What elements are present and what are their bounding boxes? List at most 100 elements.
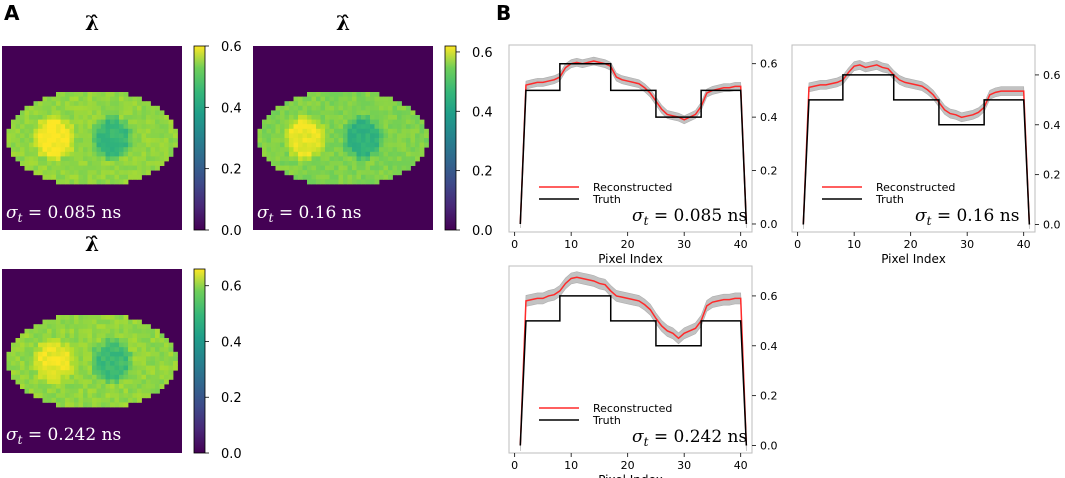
heatmap-cell bbox=[338, 151, 344, 157]
heatmap-cell bbox=[302, 124, 308, 130]
heatmap-cell bbox=[419, 119, 425, 125]
heatmap-cell bbox=[141, 165, 147, 171]
heatmap-cell bbox=[383, 156, 389, 162]
heatmap-cell bbox=[298, 133, 303, 139]
heatmap-cell bbox=[320, 115, 326, 120]
heatmap-cell bbox=[101, 165, 106, 171]
heatmap-cell bbox=[114, 115, 120, 120]
heatmap-cell bbox=[164, 342, 169, 348]
heatmap-cell bbox=[275, 128, 281, 134]
heatmap-cell bbox=[146, 351, 151, 357]
heatmap-cell bbox=[289, 147, 294, 153]
heatmap-cell bbox=[150, 374, 156, 380]
heatmap-cell bbox=[280, 138, 285, 143]
heatmap-cell bbox=[280, 128, 285, 134]
heatmap-cell bbox=[406, 119, 411, 125]
heatmap-cell bbox=[20, 119, 25, 125]
heatmap-cell bbox=[74, 347, 79, 353]
heatmap-cell bbox=[280, 124, 285, 130]
heatmap-cell bbox=[123, 402, 129, 408]
heatmap-cell bbox=[128, 361, 133, 366]
heatmap-cell bbox=[388, 110, 393, 116]
heatmap-cell bbox=[101, 161, 106, 166]
heatmap-cell bbox=[266, 124, 272, 130]
heatmap-cell bbox=[370, 133, 375, 139]
heatmap-cell bbox=[78, 384, 84, 389]
heatmap-cell bbox=[56, 119, 61, 125]
heatmap-cell bbox=[114, 384, 120, 389]
heatmap-cell bbox=[311, 124, 317, 130]
heatmap-cell bbox=[338, 179, 344, 185]
heatmap-cell bbox=[361, 170, 366, 176]
sigma-annotation: σt = 0.242 ns bbox=[632, 427, 747, 449]
heatmap-cell bbox=[289, 151, 294, 157]
heatmap-cell bbox=[347, 101, 353, 107]
heatmap-cell bbox=[29, 365, 34, 371]
heatmap-cell bbox=[74, 119, 79, 125]
heatmap-cell bbox=[137, 333, 142, 339]
heatmap-cell bbox=[15, 342, 21, 348]
heatmap-cell bbox=[87, 119, 93, 125]
heatmap-cell bbox=[92, 388, 97, 394]
heatmap-cell bbox=[159, 384, 165, 389]
heatmap-cell bbox=[123, 342, 129, 348]
heatmap-cell bbox=[38, 361, 43, 366]
heatmap-cell bbox=[69, 361, 75, 366]
heatmap-cell bbox=[307, 170, 312, 176]
heatmap-cell bbox=[110, 351, 115, 357]
heatmap-cell bbox=[92, 397, 97, 403]
heatmap-cell bbox=[83, 151, 88, 157]
heatmap-cell bbox=[83, 174, 88, 180]
heatmap-cell bbox=[105, 92, 111, 97]
heatmap-cell bbox=[159, 156, 165, 162]
heatmap-cell bbox=[334, 96, 339, 102]
heatmap-cell bbox=[410, 115, 416, 120]
heatmap-cell bbox=[65, 101, 70, 107]
heatmap-cell bbox=[347, 161, 353, 166]
heatmap-cell bbox=[38, 356, 43, 362]
heatmap-cell bbox=[60, 92, 66, 97]
heatmap-cell bbox=[60, 388, 66, 394]
heatmap-cell bbox=[105, 361, 111, 366]
heatmap-cell bbox=[356, 142, 362, 148]
heatmap-cell bbox=[356, 161, 362, 166]
heatmap-cell bbox=[137, 165, 142, 171]
heatmap-cell bbox=[114, 128, 120, 134]
heatmap-cell bbox=[123, 115, 129, 120]
heatmap-cell bbox=[105, 370, 111, 376]
heatmap-cell bbox=[24, 356, 30, 362]
heatmap-cell bbox=[123, 315, 129, 320]
heatmap-cell bbox=[424, 142, 429, 148]
heatmap-cell bbox=[329, 174, 335, 180]
heatmap-cell bbox=[356, 124, 362, 130]
heatmap-cell bbox=[83, 374, 88, 380]
heatmap-cell bbox=[51, 138, 57, 143]
heatmap-cell bbox=[105, 133, 111, 139]
heatmap-cell bbox=[141, 138, 147, 143]
heatmap-cell bbox=[47, 342, 52, 348]
heatmap-cell bbox=[352, 133, 357, 139]
heatmap-cell bbox=[60, 356, 66, 362]
heatmap-cell bbox=[51, 96, 57, 102]
heatmap-cell bbox=[92, 96, 97, 102]
heatmap-cell bbox=[123, 128, 129, 134]
heatmap-cell bbox=[410, 133, 416, 139]
heatmap-cell bbox=[401, 105, 407, 111]
heatmap-cell bbox=[284, 142, 290, 148]
heatmap-cell bbox=[92, 384, 97, 389]
heatmap-cell bbox=[24, 374, 30, 380]
heatmap-cell bbox=[110, 374, 115, 380]
heatmap-cell bbox=[298, 115, 303, 120]
heatmap-cell bbox=[338, 128, 344, 134]
heatmap-cell bbox=[383, 105, 389, 111]
heatmap-cell bbox=[123, 156, 129, 162]
heatmap-cell bbox=[24, 124, 30, 130]
heatmap-cell bbox=[275, 124, 281, 130]
heatmap-cell bbox=[92, 338, 97, 343]
heatmap-cell bbox=[388, 165, 393, 171]
heatmap-cell bbox=[69, 119, 75, 125]
heatmap-cell bbox=[293, 156, 299, 162]
heatmap-cell bbox=[123, 338, 129, 343]
heatmap-cell bbox=[266, 133, 272, 139]
heatmap-cell bbox=[15, 374, 21, 380]
